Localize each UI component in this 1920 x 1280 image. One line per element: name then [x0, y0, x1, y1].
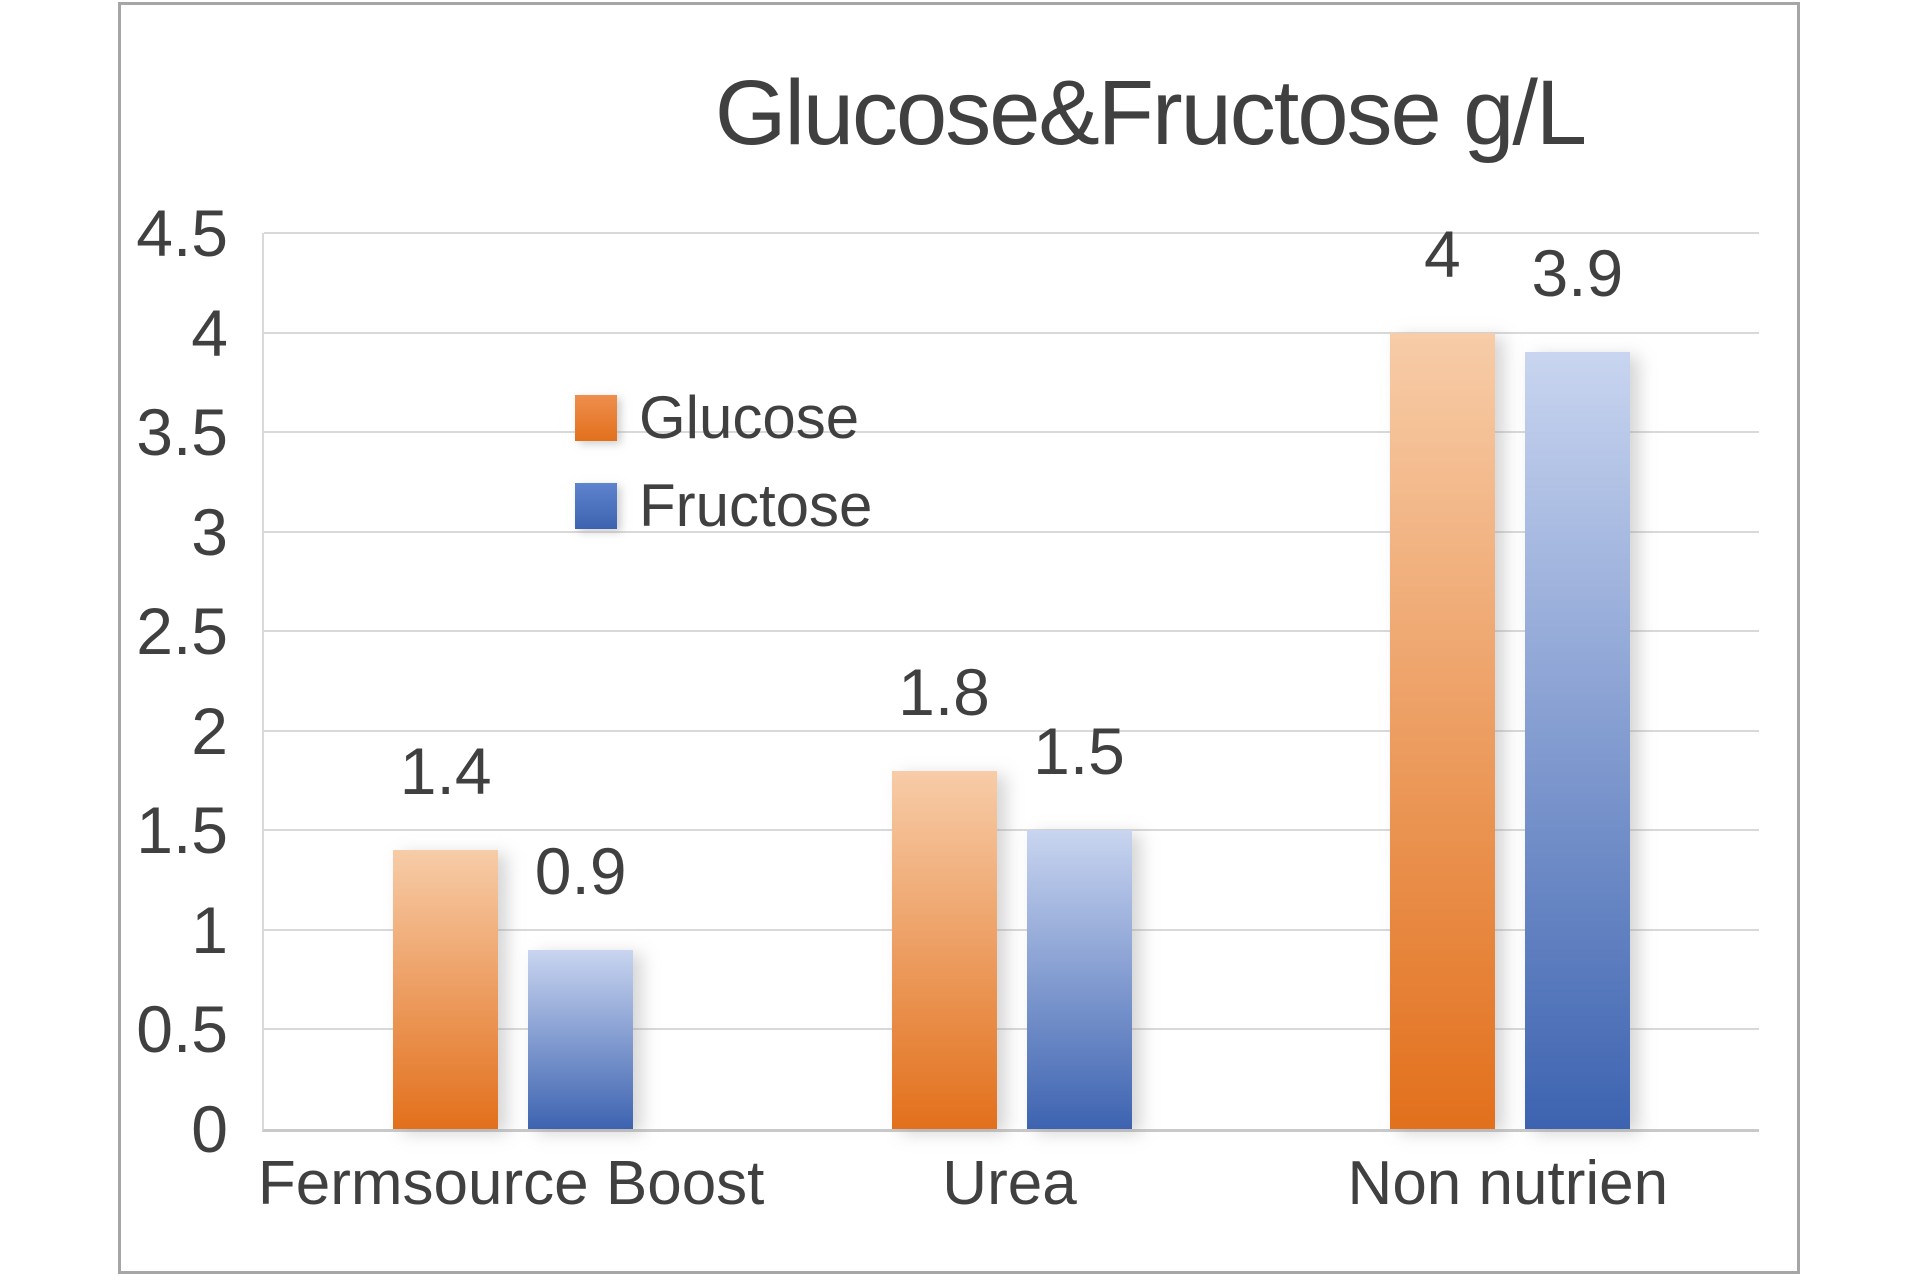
- bar-glucose-1: [891, 770, 997, 1129]
- bar-fructose-0: [528, 949, 634, 1129]
- data-label-fructose-0: 0.9: [534, 833, 627, 908]
- bar-fructose-1: [1026, 830, 1132, 1129]
- y-tick-0: 0: [191, 1092, 228, 1166]
- y-tick-2: 2: [191, 693, 228, 768]
- category-label-2: Non nutrien: [1347, 1149, 1669, 1218]
- y-tick-1: 1: [191, 892, 228, 967]
- gridline-3.5: [264, 431, 1759, 434]
- gridline-1.5: [264, 829, 1759, 832]
- y-tick-4.5: 4.5: [136, 196, 228, 270]
- legend-item-glucose: Glucose: [575, 388, 872, 448]
- y-tick-3.5: 3.5: [136, 395, 228, 470]
- data-label-glucose-2: 4: [1423, 216, 1461, 291]
- plot-area: 1.4 0.9 1.8 1.5 4 3.9: [262, 221, 1759, 1132]
- data-label-glucose-1: 1.8: [898, 654, 990, 729]
- gridline-2.5: [264, 630, 1759, 633]
- bar-fructose-2: [1524, 352, 1630, 1129]
- gridline-4.5: [264, 232, 1759, 234]
- data-label-glucose-0: 1.4: [399, 734, 492, 809]
- gridline-1: [264, 928, 1759, 931]
- category-label-1: Urea: [942, 1149, 1077, 1218]
- data-label-fructose-2: 3.9: [1531, 236, 1624, 311]
- legend: Glucose Fructose: [575, 388, 872, 568]
- category-label-0: Fermsource Boost: [257, 1149, 765, 1218]
- bar-glucose-0: [393, 850, 499, 1129]
- fructose-series-swatch: [575, 483, 617, 529]
- y-tick-3: 3: [191, 494, 228, 569]
- legend-item-fructose: Fructose: [575, 476, 872, 536]
- y-tick-1.5: 1.5: [136, 793, 228, 868]
- gridline-4: [264, 331, 1759, 334]
- gridline-2: [264, 729, 1759, 732]
- y-tick-0.5: 0.5: [136, 992, 228, 1067]
- y-tick-4: 4: [191, 295, 228, 370]
- y-tick-2.5: 2.5: [136, 594, 228, 669]
- chart-title: Glucose&Fructose g/L: [714, 62, 1587, 164]
- glucose-legend-label: Glucose: [639, 384, 860, 451]
- gridline-3: [264, 530, 1759, 533]
- glucose-series-swatch: [575, 395, 617, 441]
- bar-glucose-2: [1389, 332, 1495, 1129]
- fructose-legend-label: Fructose: [639, 472, 873, 539]
- data-label-fructose-1: 1.5: [1033, 714, 1125, 789]
- gridline-0.5: [264, 1028, 1759, 1031]
